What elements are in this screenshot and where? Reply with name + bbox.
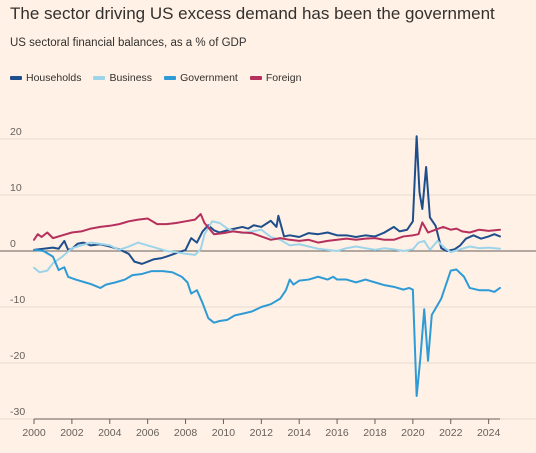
x-tick-label: 2024 (477, 427, 501, 439)
series-line-foreign (33, 213, 501, 244)
legend-swatch (164, 76, 177, 80)
legend-item-government: Government (164, 72, 238, 84)
y-tick-label: -30 (10, 406, 25, 418)
legend-item-households: Households (10, 72, 81, 84)
y-tick-label: 0 (10, 238, 16, 250)
axis-layer: -30 -20 -10 0 10 20 2000 2002 2004 2006 2008 2010 20… (10, 126, 500, 439)
legend-label: Households (26, 72, 82, 84)
x-tick-label: 2004 (98, 427, 122, 439)
series-line-government (33, 248, 501, 398)
series-layer (33, 135, 501, 398)
legend-swatch (10, 76, 22, 80)
series-line-business (33, 220, 501, 274)
chart-title: The sector driving US excess demand has … (10, 4, 495, 23)
chart-legend: Households Business Government Foreign (10, 72, 313, 84)
legend-swatch (93, 76, 106, 80)
legend-swatch (249, 76, 262, 80)
x-tick-label: 2006 (136, 427, 160, 439)
y-tick-label: 20 (10, 126, 22, 138)
legend-label: Government (180, 72, 238, 84)
x-tick-label: 2016 (325, 427, 349, 439)
chart-subtitle: US sectoral financial balances, as a % o… (10, 37, 247, 49)
legend-label: Business (109, 72, 153, 84)
x-tick-label: 2010 (212, 427, 236, 439)
legend-label: Foreign (265, 72, 302, 84)
y-tick-label: 10 (10, 182, 22, 194)
legend-item-foreign: Foreign (249, 72, 302, 84)
legend-item-business: Business (93, 72, 152, 84)
x-tick-label: 2014 (288, 427, 312, 439)
y-tick-label: -10 (10, 294, 25, 306)
x-tick-label: 2002 (60, 427, 84, 439)
x-tick-label: 2018 (363, 427, 387, 439)
x-tick-label: 2000 (22, 427, 46, 439)
x-tick-label: 2020 (401, 427, 425, 439)
y-tick-label: -20 (10, 350, 25, 362)
x-tick-label: 2022 (439, 427, 463, 439)
x-tick-label: 2008 (174, 427, 198, 439)
x-tick-label: 2012 (250, 427, 274, 439)
grid-lines (0, 138, 536, 420)
